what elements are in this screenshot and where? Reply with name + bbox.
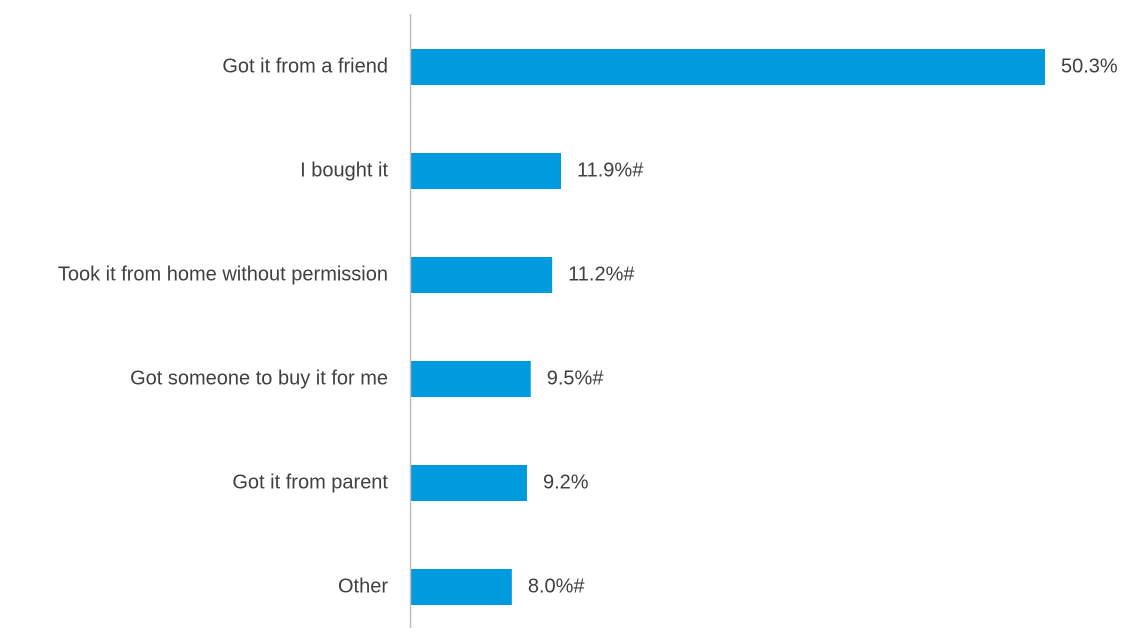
bar <box>411 153 561 189</box>
bar <box>411 49 1045 85</box>
category-label: Got someone to buy it for me <box>130 367 388 389</box>
bar <box>411 465 527 501</box>
data-label: 11.2%# <box>568 263 635 285</box>
category-label: Other <box>338 575 388 597</box>
category-label: I bought it <box>300 159 388 181</box>
data-label: 11.9%# <box>577 159 644 181</box>
bars-layer <box>411 49 1045 605</box>
data-label: 9.2% <box>543 471 589 493</box>
category-label: Took it from home without permission <box>58 263 388 285</box>
category-labels-layer: Got it from a friend I bought it Took it f… <box>58 55 389 597</box>
category-label: Got it from a friend <box>222 55 388 77</box>
data-label: 8.0%# <box>528 575 586 597</box>
bar <box>411 361 531 397</box>
data-label: 50.3% <box>1061 55 1118 77</box>
data-label: 9.5%# <box>547 367 605 389</box>
bar <box>411 569 512 605</box>
category-label: Got it from parent <box>232 471 388 493</box>
bar <box>411 257 553 293</box>
data-labels-layer: 50.3% 11.9%# 11.2%# 9.5%# 9.2% 8.0%# <box>528 55 1118 597</box>
